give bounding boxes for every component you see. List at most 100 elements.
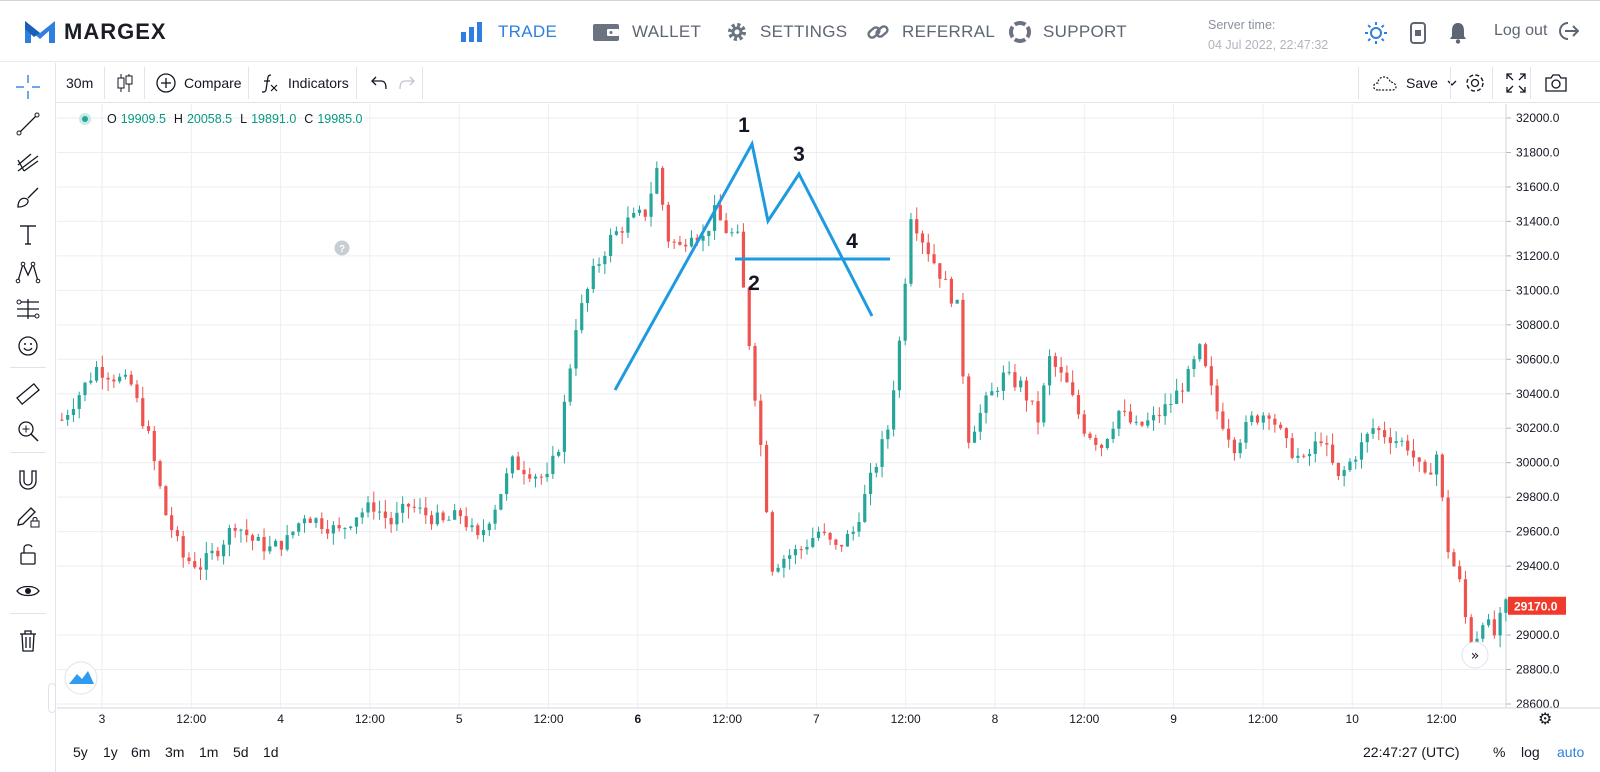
candles-icon [117,74,133,92]
candle-body [863,494,867,522]
candle-body [164,486,168,516]
collapse-toolbar-handle[interactable] [48,683,56,713]
range-3m[interactable]: 3m [165,744,185,760]
theme-toggle[interactable] [1364,21,1388,45]
interval-selector[interactable]: 30m [56,63,103,103]
measure-tool[interactable] [14,380,42,408]
range-5y[interactable]: 5y [73,744,88,760]
candle-body [1001,372,1005,391]
fib-tool[interactable] [14,147,42,175]
price-chart[interactable]: 32000.0 31800.0 31600.0 31400.0 31200.0 31000… [57,104,1600,772]
candle-body [1463,579,1468,618]
candle-body [1111,428,1115,439]
pattern-label-1: 1 [738,114,750,137]
emoji-tool[interactable] [14,332,42,360]
nav-referral[interactable]: REFERRAL [866,19,995,45]
chart-settings-button[interactable] [1454,63,1496,103]
zoom-tool[interactable] [14,417,42,445]
server-time: Server time: 04 Jul 2022, 22:47:32 [1208,15,1328,55]
remove-drawings-tool[interactable] [14,627,42,655]
candle-body [1117,410,1121,429]
brush-tool[interactable] [14,184,42,212]
chart-type-button[interactable] [106,63,144,103]
candle-body [695,237,699,241]
candle-body [1394,441,1398,444]
undo-button[interactable] [360,63,398,103]
candle-body [574,330,578,369]
nav-wallet[interactable]: WALLET [592,19,701,45]
bottom-toolbar: 5y 1y 6m 3m 1m 5d 1d 22:47:27 (UTC) % lo… [57,740,1600,772]
candle-body [470,525,474,528]
margex-logo[interactable]: MARGEX [24,17,167,47]
candle-body [337,525,341,529]
fullscreen-button[interactable] [1496,63,1536,103]
candle-body [799,549,803,551]
log-scale-toggle[interactable]: log [1521,744,1540,760]
auto-scale-toggle[interactable]: auto [1557,744,1585,760]
candle-body [967,376,971,443]
candle-body [689,237,694,247]
help-icon [334,240,350,256]
range-6m[interactable]: 6m [131,744,151,760]
nav-settings[interactable]: SETTINGS [726,19,847,45]
candle-body [366,502,370,513]
redo-button[interactable] [388,63,426,103]
candle-body [1452,552,1456,567]
candle-body [1429,472,1433,475]
lock-drawing-tool[interactable] [14,503,42,531]
pattern-tool[interactable] [14,258,42,286]
candle-body [146,426,151,431]
candlestick-chart[interactable]: 32000.0 31800.0 31600.0 31400.0 31200.0 31000… [57,104,1600,772]
candle-body [476,525,480,536]
candle-body [1146,420,1150,426]
candle-body [100,366,104,378]
percent-scale-toggle[interactable]: % [1493,744,1506,760]
compare-button[interactable]: Compare [146,63,252,103]
price-tick-label: 29000.0 [1516,628,1560,642]
plus-circle-icon [156,73,176,93]
nav-support[interactable]: SUPPORT [1009,19,1127,45]
candle-body [320,518,324,530]
candle-body [424,507,428,516]
candle-body [268,546,272,552]
magnet-tool[interactable] [14,466,42,494]
candle-body [1458,566,1462,580]
price-tick-label: 31000.0 [1516,283,1560,297]
indicators-button[interactable]: Indicators [250,63,359,103]
range-1d[interactable]: 1d [263,744,279,760]
time-tick-label: 12:00 [1248,712,1278,726]
range-1m[interactable]: 1m [199,744,219,760]
series-visibility-dot[interactable] [79,113,91,125]
interval-label: 30m [66,75,94,91]
time-tick-label: 7 [813,712,820,726]
utc-clock[interactable]: 22:47:27 (UTC) [1363,744,1460,760]
zoom-in-icon [18,421,39,442]
time-tick-label: 12:00 [712,712,742,726]
candle-body [996,390,1000,392]
crosshair-tool[interactable] [14,73,42,101]
nav-trade[interactable]: TRADE [460,19,557,45]
candle-body [874,466,878,473]
save-button[interactable]: Save [1362,63,1468,103]
text-tool[interactable] [14,221,42,249]
candle-body [811,538,815,547]
candle-body [1175,390,1179,404]
mobile-app-button[interactable] [1406,21,1430,45]
notifications-button[interactable] [1446,21,1470,45]
prediction-tool[interactable] [14,295,42,323]
visibility-tool[interactable] [14,577,42,605]
trend-line-tool[interactable] [14,110,42,138]
time-tick-label: 12:00 [891,712,921,726]
range-1y[interactable]: 1y [103,744,118,760]
lock-all-tool[interactable] [14,540,42,568]
margex-logo-icon [25,21,55,43]
scroll-to-latest-button [1461,641,1489,669]
candle-body [401,503,405,513]
candle-body [250,535,255,541]
screenshot-button[interactable] [1534,63,1578,103]
range-5d[interactable]: 5d [233,744,249,760]
candle-body [1163,404,1167,417]
logout-button[interactable]: Log out [1494,21,1580,41]
candle-body [1279,424,1283,429]
candle-body [712,205,717,231]
